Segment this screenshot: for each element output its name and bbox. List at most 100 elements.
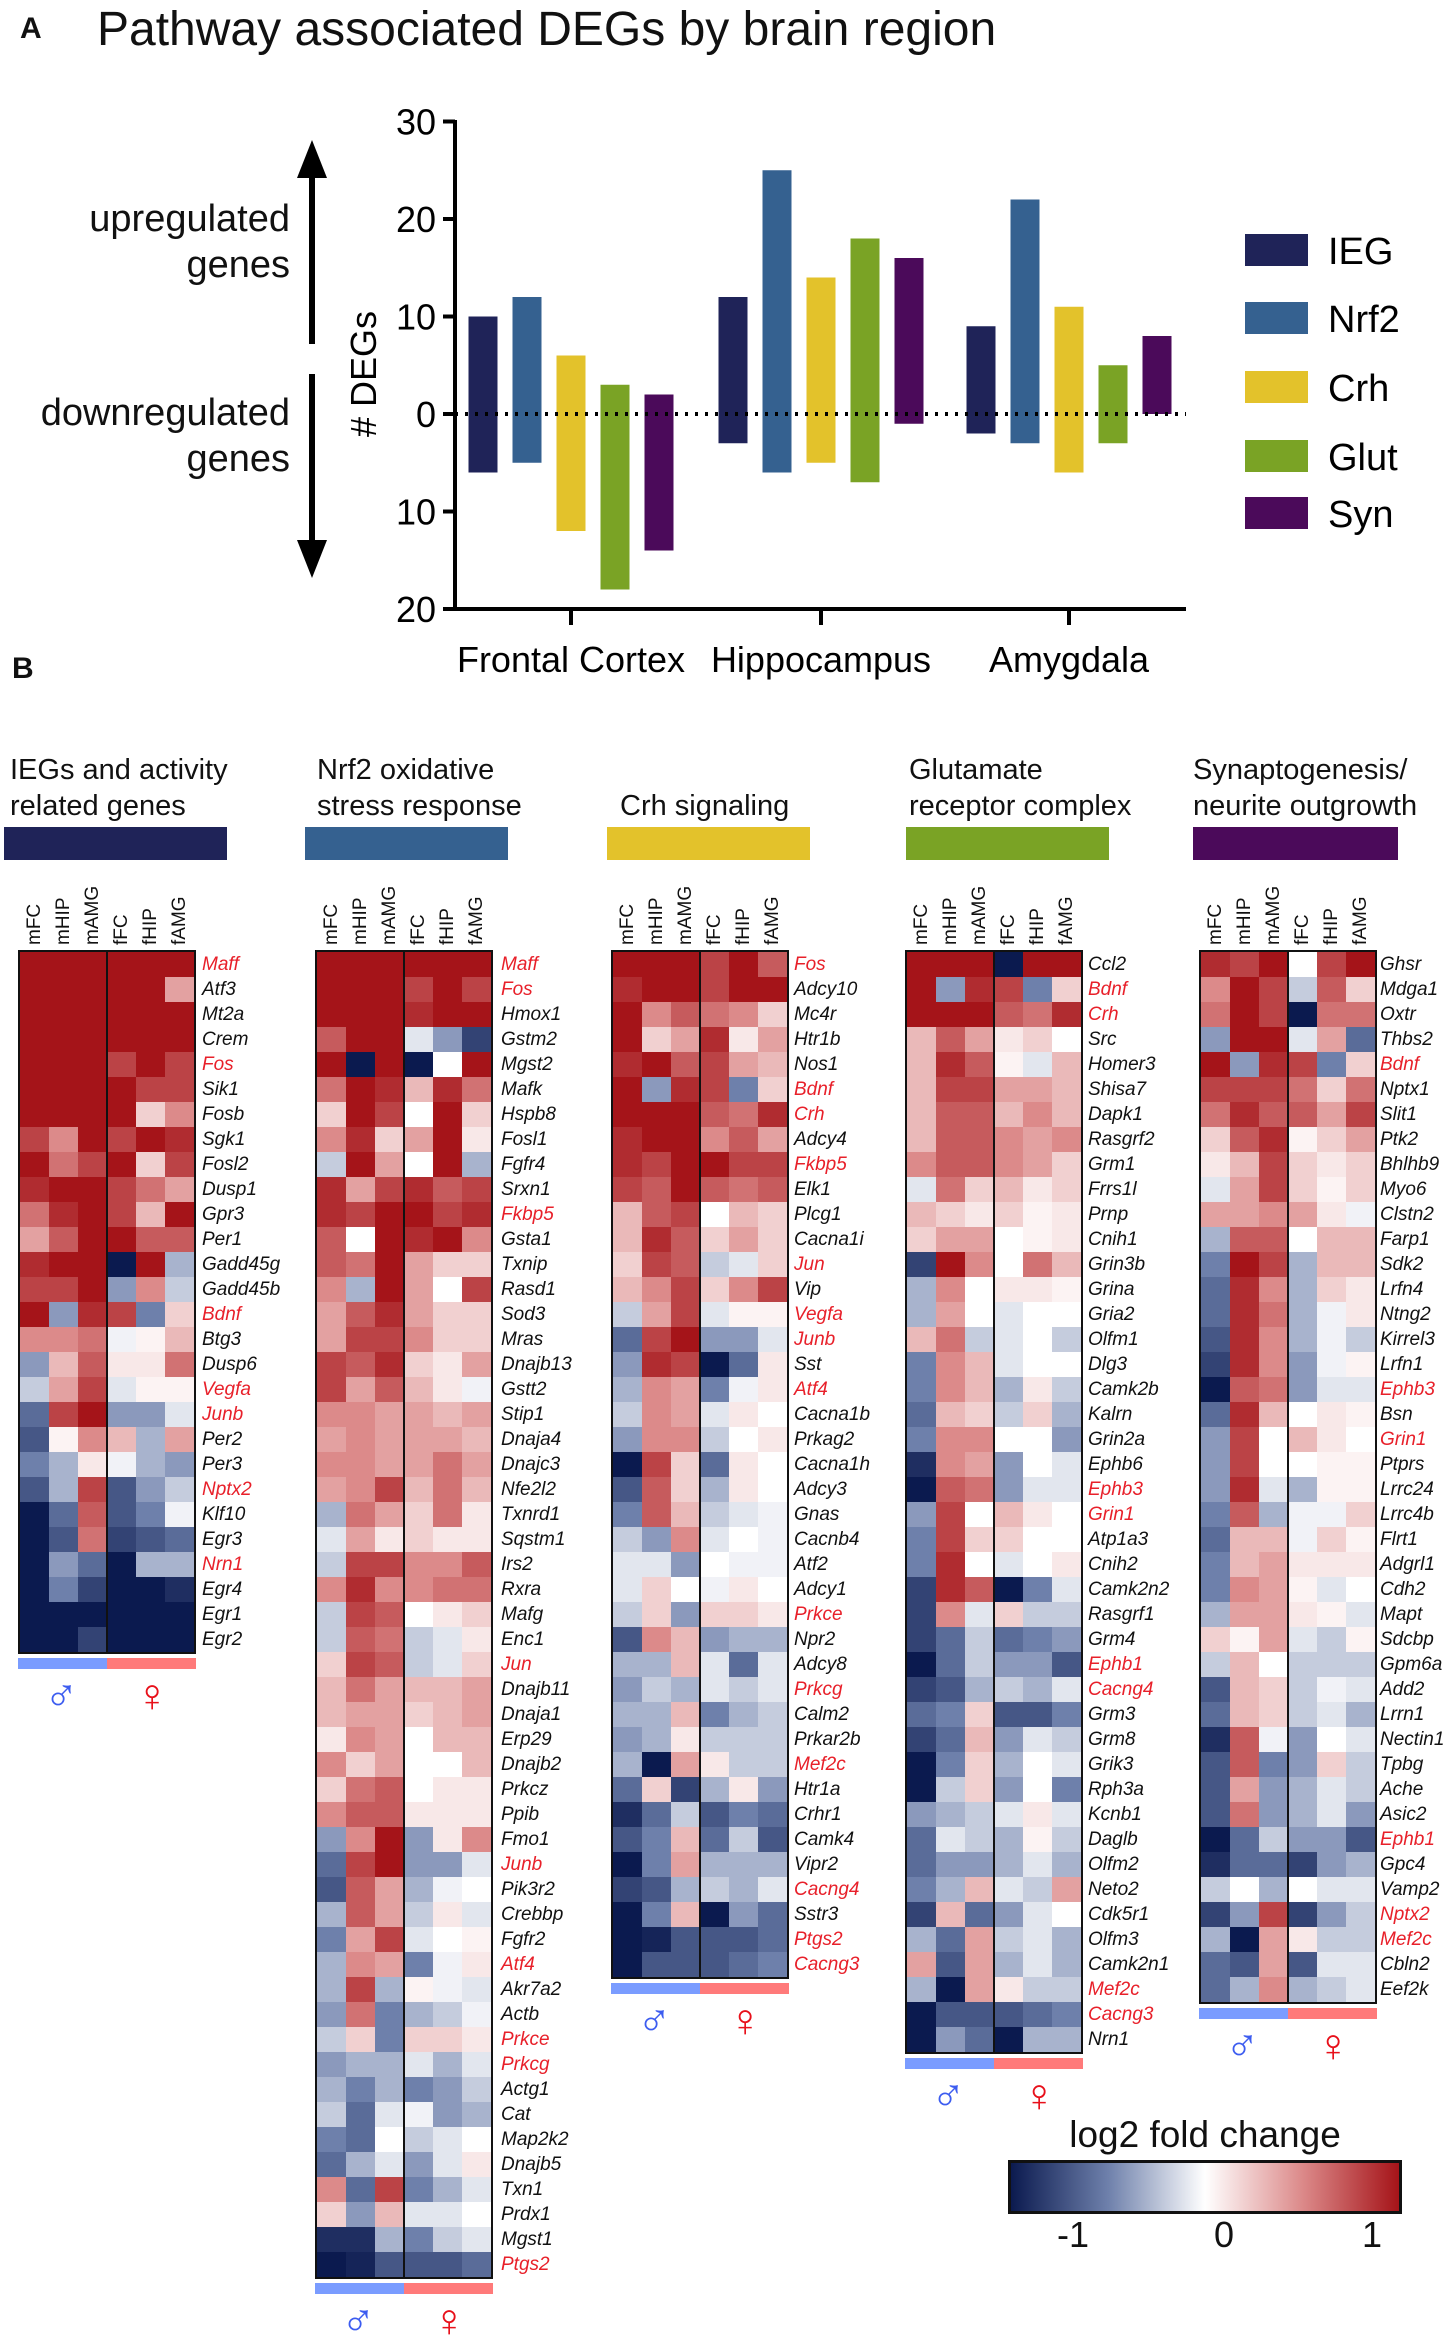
heatmap-cell-Rasd1-fHIP (433, 1277, 462, 1302)
heatmap-cell-Sdcbp-mHIP (1230, 1627, 1259, 1652)
heatmap-cell-Grik3-mFC (907, 1752, 936, 1777)
gene-label-Mapt: Mapt (1380, 1604, 1423, 1625)
gene-label-Mef2c: Mef2c (1380, 1929, 1432, 1950)
gene-label-Cacna1b: Cacna1b (794, 1404, 871, 1425)
heatmap-cell-Npr2-fAMG (758, 1627, 787, 1652)
heatmap-cell-Bdnf-fAMG (165, 1302, 194, 1327)
heatmap-header-line: related genes (10, 790, 186, 822)
heatmap-cell-Plcg1-fAMG (758, 1202, 787, 1227)
heatmap-cell-Olfm1-fAMG (1052, 1327, 1081, 1352)
y-tick-label: 0 (416, 394, 436, 435)
heatmap-cell-Grm3-fFC (994, 1702, 1023, 1727)
gene-label-Frrs1l: Frrs1l (1088, 1179, 1137, 1200)
heatmap-cell-Kcnb1-fHIP (1023, 1802, 1052, 1827)
heatmap-cell-Kirrel3-fAMG (1346, 1327, 1375, 1352)
heatmap-cell-Cdk5r1-mHIP (936, 1902, 965, 1927)
heatmap-cell-Shisa7-fHIP (1023, 1077, 1052, 1102)
heatmap-cell-Flrt1-mAMG (1259, 1527, 1288, 1552)
heatmap-cell-Egr3-fAMG (165, 1527, 194, 1552)
gene-label-Dnajb2: Dnajb2 (501, 1754, 562, 1775)
heatmap-cell-Myo6-fFC (1288, 1177, 1317, 1202)
heatmap-cell-Ephb3-fFC (1288, 1377, 1317, 1402)
heatmap-cell-Ppib-mHIP (346, 1802, 375, 1827)
heatmap-cell-Cnih2-fAMG (1052, 1552, 1081, 1577)
heatmap-cell-Mc4r-mHIP (642, 1002, 671, 1027)
heatmap-cell-Ppib-mFC (317, 1802, 346, 1827)
heatmap-cell-Cbln2-fAMG (1346, 1952, 1375, 1977)
heatmap-cell-Ephb3-fFC (994, 1477, 1023, 1502)
heatmap-cell-Maff-fFC (404, 952, 433, 977)
heatmap-cell-Grin1-fFC (1288, 1427, 1317, 1452)
gene-label-Ephb6: Ephb6 (1088, 1454, 1143, 1475)
heatmap-cell-Pik3r2-fAMG (462, 1877, 491, 1902)
heatmap-cell-Bhlhb9-fFC (1288, 1152, 1317, 1177)
heatmap-cell-Gadd45g-mFC (20, 1252, 49, 1277)
heatmap-cell-Bdnf-fHIP (1023, 977, 1052, 1002)
heatmap-cell-Shisa7-mFC (907, 1077, 936, 1102)
heatmap-cell-Nos1-fFC (700, 1052, 729, 1077)
heatmap-cell-Elk1-fHIP (729, 1177, 758, 1202)
gene-label-Mgst1: Mgst1 (501, 2229, 553, 2250)
heatmap-cell-Adcy4-fHIP (729, 1127, 758, 1152)
heatmap-cell-Myo6-fHIP (1317, 1177, 1346, 1202)
heatmap-header-glutamate-receptor-complex: Glutamate receptor complex (909, 752, 1131, 824)
heatmap-cell-Rph3a-mHIP (936, 1777, 965, 1802)
heatmap-cell-Dnajb2-fAMG (462, 1752, 491, 1777)
heatmap-cell-Srxn1-mAMG (375, 1177, 404, 1202)
heatmap-cell-Olfm1-mAMG (965, 1327, 994, 1352)
heatmap-cell-Gnas-mFC (613, 1502, 642, 1527)
heatmap-cell-Dnaja4-mFC (317, 1427, 346, 1452)
heatmap-cell-Ptprs-mHIP (1230, 1452, 1259, 1477)
heatmap-cell-Hmox1-mAMG (375, 1002, 404, 1027)
heatmap-cell-Tpbg-mHIP (1230, 1752, 1259, 1777)
heatmap-cell-Lrrn1-fFC (1288, 1702, 1317, 1727)
female-symbol-icon: ♀ (432, 2294, 467, 2346)
heatmap-cell-Mt2a-mFC (20, 1002, 49, 1027)
heatmap-cell-Gnas-mAMG (671, 1502, 700, 1527)
heatmap-cell-Neto2-fHIP (1023, 1877, 1052, 1902)
heatmap-cell-Ptgs2-fAMG (758, 1927, 787, 1952)
heatmap-cell-Mapt-fHIP (1317, 1602, 1346, 1627)
heatmap-cell-Dnajb11-fAMG (462, 1677, 491, 1702)
heatmap-cell-Stip1-fHIP (433, 1402, 462, 1427)
heatmap-cell-Maff-fHIP (433, 952, 462, 977)
heatmap-cell-Eef2k-mHIP (1230, 1977, 1259, 2002)
heatmap-cell-Fos-mFC (20, 1052, 49, 1077)
heatmap-cell-Ache-fFC (1288, 1777, 1317, 1802)
heatmap-cell-Bdnf-mFC (20, 1302, 49, 1327)
gene-label-Fos: Fos (202, 1054, 234, 1075)
heatmap-cell-Fgfr4-fAMG (462, 1152, 491, 1177)
gene-label-Nfe2l2: Nfe2l2 (501, 1479, 556, 1500)
heatmap-cell-Ppib-mAMG (375, 1802, 404, 1827)
heatmap-cell-Cacna1i-mAMG (671, 1227, 700, 1252)
gene-label-Camk2b: Camk2b (1088, 1379, 1159, 1400)
heatmap-cell-Cacng4-fAMG (1052, 1677, 1081, 1702)
gene-label-Add2: Add2 (1380, 1679, 1425, 1700)
column-label-mFC: mFC (24, 903, 45, 945)
female-group-bar (404, 2283, 493, 2294)
heatmap-cell-Jun-fHIP (729, 1252, 758, 1277)
heatmap-cell-Olfm3-fHIP (1023, 1927, 1052, 1952)
gene-label-Per2: Per2 (202, 1429, 243, 1450)
heatmap-cell-Mc4r-fHIP (729, 1002, 758, 1027)
gene-label-Cdk5r1: Cdk5r1 (1088, 1904, 1150, 1925)
heatmap-cell-Cacna1h-mFC (613, 1452, 642, 1477)
chart-title: Pathway associated DEGs by brain region (97, 3, 997, 56)
heatmap-cell-Lrfn4-mHIP (1230, 1277, 1259, 1302)
heatmap-cell-Fkbp5-fAMG (462, 1202, 491, 1227)
heatmap-cell-Myo6-mAMG (1259, 1177, 1288, 1202)
heatmap-cell-Junb-mFC (317, 1852, 346, 1877)
heatmap-cell-Cacna1b-fAMG (758, 1402, 787, 1427)
gene-label-Dusp6: Dusp6 (202, 1354, 257, 1375)
heatmap-cell-Atf4-fAMG (462, 1952, 491, 1977)
heatmap-cell-Olfm3-fAMG (1052, 1927, 1081, 1952)
heatmap-cell-Npr2-fFC (700, 1627, 729, 1652)
male-symbol-icon: ♂ (1225, 2019, 1260, 2071)
bar-glut-amygdala (1098, 365, 1128, 444)
heatmap-cell-Dnajb5-fFC (404, 2152, 433, 2177)
heatmap-cell-Maff-mAMG (375, 952, 404, 977)
heatmap-cell-Gpr3-mHIP (49, 1202, 78, 1227)
heatmap-cell-Ptgs2-mFC (317, 2252, 346, 2277)
heatmap-cell-Oxtr-mAMG (1259, 1002, 1288, 1027)
heatmap-cell-Gsta1-fAMG (462, 1227, 491, 1252)
